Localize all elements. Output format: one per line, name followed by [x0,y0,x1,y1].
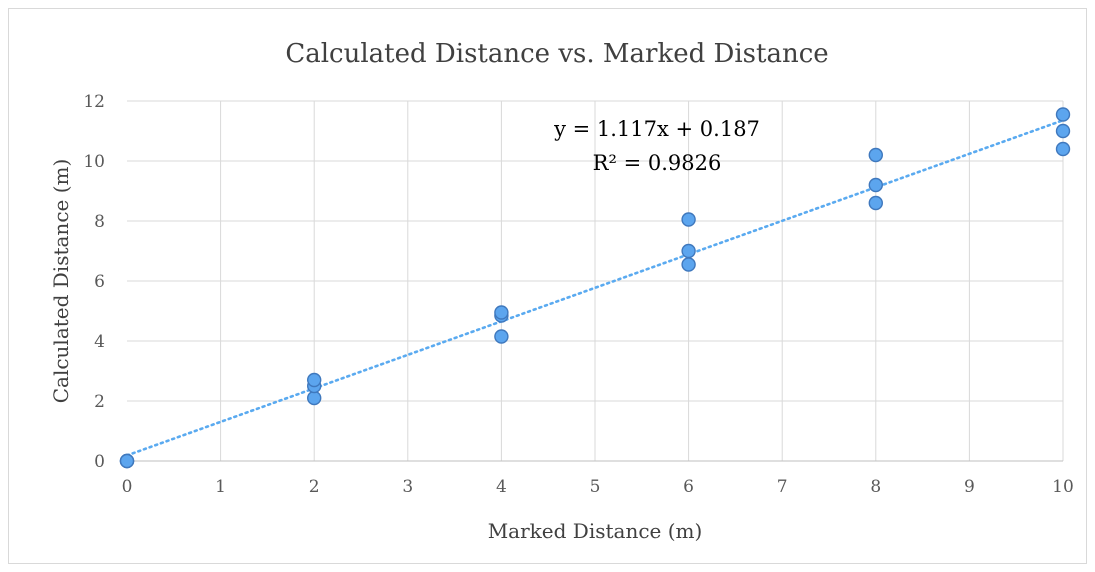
y-axis-label: Calculated Distance (m) [49,159,73,404]
data-point [494,305,509,320]
data-point [119,453,135,469]
gridlines [127,100,1064,461]
x-axis-label: Marked Distance (m) [488,519,703,543]
x-tick-label: 9 [964,477,975,497]
x-tick-label: 8 [870,477,881,497]
x-tick-label: 0 [122,477,133,497]
trendline [125,118,1065,457]
chart-title: Calculated Distance vs. Marked Distance [285,39,828,69]
data-point [681,243,696,259]
x-tick-label: 5 [590,477,601,497]
data-point [681,257,696,272]
data-point [1055,107,1071,122]
data-point [1055,123,1071,139]
x-tick-labels: 0 1 2 3 4 5 6 7 8 9 10 [122,477,1074,497]
y-tick-label: 4 [94,332,105,352]
y-tick-label: 0 [94,452,105,472]
trendline-r-squared: R² = 0.9826 [593,151,722,175]
data-point [868,147,883,163]
data-point [307,372,322,388]
x-tick-label: 1 [215,477,226,497]
x-tick-label: 4 [496,477,507,497]
y-tick-labels: 0 2 4 6 8 10 12 [83,92,105,472]
y-tick-label: 8 [94,212,105,232]
y-tick-label: 12 [83,92,105,112]
data-points [119,107,1071,469]
x-tick-label: 3 [402,477,413,497]
data-point [868,195,883,211]
data-point [1055,141,1071,157]
x-tick-label: 10 [1052,477,1074,497]
data-point [494,329,509,344]
y-tick-label: 2 [94,392,105,412]
trendline-equation: y = 1.117x + 0.187 [553,117,760,141]
y-tick-label: 6 [94,272,105,292]
x-tick-label: 2 [309,477,320,497]
x-tick-label: 6 [683,477,694,497]
y-tick-label: 10 [83,152,105,172]
data-point [681,212,696,227]
x-tick-label: 7 [777,477,788,497]
data-point [307,390,322,406]
data-point [868,177,883,193]
